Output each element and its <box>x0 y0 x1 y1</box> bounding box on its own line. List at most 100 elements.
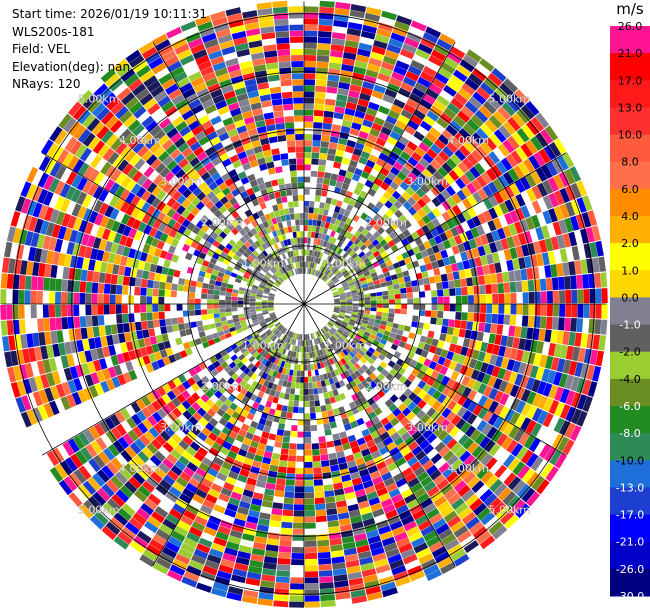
velocity-cell <box>209 205 219 214</box>
velocity-cell <box>246 230 254 238</box>
velocity-cell <box>269 312 276 316</box>
velocity-cell <box>521 350 530 363</box>
velocity-cell <box>278 366 284 374</box>
velocity-cell <box>186 396 196 406</box>
velocity-cell <box>263 112 274 120</box>
velocity-cell <box>351 292 358 297</box>
velocity-cell <box>352 298 359 302</box>
velocity-cell <box>576 274 583 289</box>
velocity-cell <box>202 233 211 242</box>
velocity-cell <box>440 349 449 358</box>
velocity-cell <box>449 426 460 438</box>
velocity-cell <box>479 488 493 503</box>
velocity-cell <box>73 435 85 450</box>
velocity-cell <box>276 385 282 392</box>
velocity-cell <box>197 447 208 457</box>
velocity-cell <box>257 230 265 238</box>
velocity-cell <box>402 553 418 565</box>
velocity-cell <box>430 186 441 197</box>
velocity-cell <box>480 511 495 526</box>
velocity-cell <box>38 156 51 172</box>
velocity-cell <box>521 124 535 139</box>
velocity-cell <box>177 520 191 532</box>
velocity-cell <box>323 116 333 124</box>
velocity-cell <box>155 528 171 541</box>
velocity-cell <box>568 261 576 276</box>
velocity-cell <box>541 368 551 383</box>
velocity-cell <box>312 134 322 141</box>
velocity-cell <box>154 90 168 103</box>
velocity-cell <box>0 289 7 304</box>
velocity-cell <box>204 559 220 570</box>
velocity-cell <box>304 546 317 553</box>
velocity-cell <box>400 109 413 120</box>
velocity-cell <box>299 382 304 389</box>
velocity-cell <box>383 436 394 446</box>
velocity-cell <box>101 483 115 498</box>
velocity-cell <box>457 484 471 497</box>
velocity-cell <box>487 375 497 388</box>
velocity-cell <box>467 286 474 295</box>
velocity-cell <box>213 304 219 309</box>
velocity-cell <box>454 319 461 329</box>
velocity-cell <box>378 132 389 142</box>
velocity-cell <box>407 401 417 411</box>
velocity-cell <box>486 253 494 265</box>
velocity-cell <box>394 20 410 32</box>
velocity-cell <box>176 77 191 89</box>
velocity-cell <box>26 166 39 183</box>
velocity-cell <box>436 95 450 107</box>
colorbar: m/s 26.021.017.013.010.08.06.04.02.01.00… <box>610 0 650 603</box>
velocity-cell <box>450 548 467 562</box>
velocity-cell <box>264 273 271 279</box>
velocity-cell <box>246 477 257 486</box>
velocity-cell <box>136 530 152 544</box>
velocity-cell <box>384 88 398 99</box>
velocity-cell <box>340 437 349 445</box>
velocity-cell <box>387 317 394 323</box>
velocity-cell <box>337 367 344 375</box>
velocity-cell <box>144 498 158 511</box>
velocity-cell <box>255 308 262 312</box>
velocity-cell <box>122 276 130 286</box>
velocity-cell <box>169 422 180 433</box>
velocity-cell <box>353 355 360 363</box>
velocity-cell <box>210 231 219 240</box>
velocity-cell <box>343 272 350 278</box>
velocity-cell <box>396 156 407 166</box>
velocity-cell <box>369 380 378 389</box>
velocity-cell <box>309 406 316 413</box>
velocity-cell <box>528 304 535 316</box>
velocity-cell <box>451 458 463 471</box>
velocity-cell <box>334 361 341 369</box>
velocity-cell <box>232 314 239 320</box>
velocity-cell <box>156 358 166 369</box>
velocity-cell <box>441 129 454 141</box>
velocity-cell <box>207 467 219 478</box>
velocity-cell <box>218 182 228 191</box>
velocity-cell <box>150 158 162 170</box>
velocity-cell <box>166 400 177 411</box>
velocity-cell <box>298 255 302 262</box>
velocity-cell <box>186 192 197 203</box>
velocity-cell <box>67 101 82 117</box>
velocity-cell <box>298 419 304 426</box>
velocity-cell <box>133 106 147 119</box>
velocity-cell <box>323 209 329 216</box>
velocity-cell <box>520 268 528 281</box>
velocity-cell <box>349 128 360 137</box>
velocity-cell <box>149 539 165 552</box>
velocity-cell <box>43 191 54 206</box>
velocity-cell <box>119 485 134 499</box>
velocity-cell <box>296 164 304 171</box>
velocity-cell <box>160 430 171 442</box>
velocity-cell <box>423 323 430 331</box>
velocity-cell <box>75 364 85 378</box>
velocity-cell <box>215 235 224 244</box>
velocity-cell <box>272 154 281 162</box>
velocity-cell <box>181 400 191 410</box>
velocity-cell <box>447 543 463 557</box>
velocity-cell <box>514 89 530 104</box>
velocity-cell <box>162 442 174 453</box>
velocity-cell <box>330 217 337 225</box>
